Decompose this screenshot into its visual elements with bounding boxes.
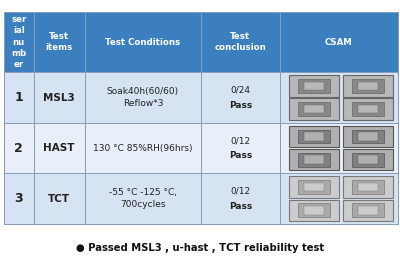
Bar xyxy=(352,130,384,143)
Text: 2: 2 xyxy=(14,142,23,155)
Bar xyxy=(298,79,330,93)
Bar xyxy=(352,79,384,93)
Text: TCT: TCT xyxy=(48,194,70,204)
Bar xyxy=(85,12,201,72)
Bar xyxy=(304,132,324,141)
Bar xyxy=(280,12,398,72)
Bar xyxy=(343,200,393,221)
Text: 3: 3 xyxy=(14,192,23,205)
Bar xyxy=(280,123,398,173)
Bar xyxy=(352,102,384,116)
Bar xyxy=(304,105,324,113)
Bar xyxy=(304,183,324,192)
Text: 0/24: 0/24 xyxy=(230,85,250,95)
Bar xyxy=(298,130,330,143)
Bar xyxy=(289,177,339,198)
Bar xyxy=(201,12,280,72)
Bar xyxy=(201,173,280,224)
Bar xyxy=(343,75,393,97)
Bar xyxy=(343,149,393,170)
Bar xyxy=(343,177,393,198)
Bar xyxy=(358,82,378,90)
Bar xyxy=(280,72,398,123)
Bar xyxy=(298,102,330,116)
Bar xyxy=(34,12,85,72)
Bar xyxy=(298,153,330,167)
Bar xyxy=(304,206,324,215)
Text: 0/12: 0/12 xyxy=(230,187,250,196)
Bar xyxy=(289,149,339,170)
Text: ● Passed MSL3 , u-hast , TCT reliability test: ● Passed MSL3 , u-hast , TCT reliability… xyxy=(76,243,324,253)
Bar xyxy=(358,155,378,164)
Text: -55 °C -125 °C,
700cycles: -55 °C -125 °C, 700cycles xyxy=(109,188,177,209)
Bar xyxy=(298,204,330,217)
Bar xyxy=(352,180,384,194)
Bar xyxy=(298,180,330,194)
Bar xyxy=(358,132,378,141)
Text: Pass: Pass xyxy=(229,101,252,110)
Bar xyxy=(343,126,393,147)
Bar xyxy=(289,99,339,120)
Bar xyxy=(289,75,339,97)
Bar xyxy=(34,123,85,173)
Text: Test
items: Test items xyxy=(46,32,73,52)
Bar xyxy=(358,105,378,113)
Bar xyxy=(289,126,339,147)
Text: Pass: Pass xyxy=(229,151,252,160)
Text: Test Conditions: Test Conditions xyxy=(105,37,180,47)
Text: HAST: HAST xyxy=(44,143,75,153)
Bar xyxy=(358,183,378,192)
Bar xyxy=(4,12,34,72)
Text: 0/12: 0/12 xyxy=(230,136,250,145)
Bar xyxy=(304,155,324,164)
Text: Test
conclusion: Test conclusion xyxy=(214,32,266,52)
Bar xyxy=(352,153,384,167)
Bar xyxy=(34,72,85,123)
Bar xyxy=(352,204,384,217)
Text: Soak40h(60/60)
Reflow*3: Soak40h(60/60) Reflow*3 xyxy=(107,87,179,108)
Bar xyxy=(304,82,324,90)
Bar xyxy=(201,123,280,173)
Bar xyxy=(358,206,378,215)
Text: Pass: Pass xyxy=(229,202,252,211)
Bar xyxy=(4,123,34,173)
Text: MSL3: MSL3 xyxy=(43,92,75,102)
Bar xyxy=(85,72,201,123)
Bar xyxy=(201,72,280,123)
Bar xyxy=(85,123,201,173)
Text: 130 °C 85%RH(96hrs): 130 °C 85%RH(96hrs) xyxy=(93,144,193,153)
Bar xyxy=(85,173,201,224)
Bar xyxy=(343,99,393,120)
Bar xyxy=(289,200,339,221)
Bar xyxy=(280,173,398,224)
Text: 1: 1 xyxy=(14,91,23,104)
Bar xyxy=(4,173,34,224)
Text: ser
ial
nu
mb
er: ser ial nu mb er xyxy=(11,15,26,69)
Text: CSAM: CSAM xyxy=(325,37,353,47)
Bar xyxy=(34,173,85,224)
Bar xyxy=(4,72,34,123)
